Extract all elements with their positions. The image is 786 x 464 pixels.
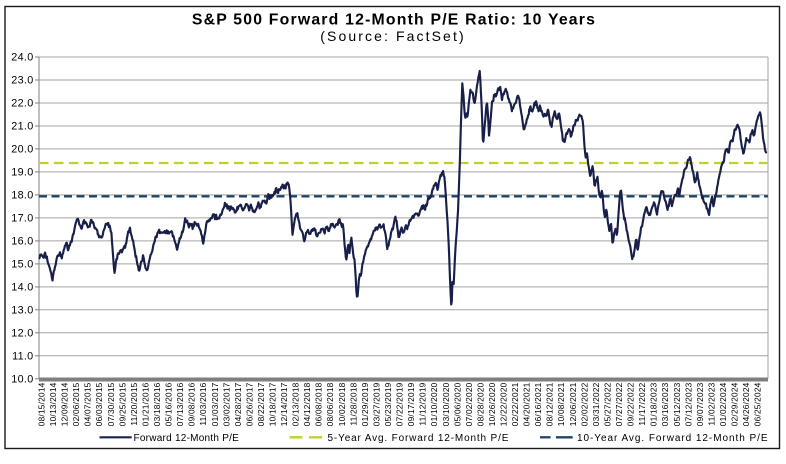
- svg-text:01/21/2016: 01/21/2016: [140, 382, 150, 426]
- svg-text:5-Year Avg. Forward 12-Month P: 5-Year Avg. Forward 12-Month P/E: [328, 433, 510, 444]
- svg-text:14.0: 14.0: [11, 282, 33, 294]
- svg-text:(Source: FactSet): (Source: FactSet): [320, 28, 465, 44]
- svg-text:06/26/2017: 06/26/2017: [244, 382, 254, 426]
- svg-text:02/06/2015: 02/06/2015: [71, 382, 81, 426]
- svg-text:03/18/2016: 03/18/2016: [152, 382, 162, 426]
- svg-text:24.0: 24.0: [11, 52, 33, 64]
- svg-text:10-Year Avg. Forward 12-Month: 10-Year Avg. Forward 12-Month P/E: [577, 433, 768, 444]
- svg-text:12/09/2014: 12/09/2014: [60, 382, 70, 426]
- svg-text:06/03/2015: 06/03/2015: [94, 382, 104, 426]
- svg-text:11/20/2015: 11/20/2015: [129, 382, 139, 425]
- svg-text:12/22/2020: 12/22/2020: [499, 382, 509, 426]
- svg-text:09/08/2016: 09/08/2016: [187, 382, 197, 426]
- svg-text:09/22/2022: 09/22/2022: [626, 382, 636, 426]
- svg-text:07/13/2016: 07/13/2016: [175, 382, 185, 426]
- svg-text:11/28/2018: 11/28/2018: [348, 382, 358, 425]
- svg-text:05/27/2022: 05/27/2022: [603, 382, 613, 426]
- svg-text:12/14/2017: 12/14/2017: [279, 382, 289, 426]
- svg-text:02/13/2018: 02/13/2018: [291, 382, 301, 426]
- svg-text:03/27/2019: 03/27/2019: [372, 382, 382, 426]
- svg-text:11/12/2019: 11/12/2019: [418, 382, 428, 425]
- svg-text:12.0: 12.0: [11, 327, 33, 339]
- svg-text:11.0: 11.0: [12, 350, 33, 362]
- svg-text:05/06/2020: 05/06/2020: [452, 382, 462, 426]
- svg-text:11/17/2022: 11/17/2022: [637, 382, 647, 425]
- svg-text:04/07/2015: 04/07/2015: [83, 382, 93, 426]
- svg-text:07/30/2015: 07/30/2015: [106, 382, 116, 426]
- svg-text:09/07/2023: 09/07/2023: [695, 382, 705, 426]
- svg-text:18.0: 18.0: [11, 190, 33, 202]
- svg-text:17.0: 17.0: [11, 213, 33, 225]
- svg-text:08/22/2017: 08/22/2017: [256, 382, 266, 426]
- svg-text:07/02/2020: 07/02/2020: [464, 382, 474, 426]
- svg-text:05/16/2016: 05/16/2016: [164, 382, 174, 426]
- svg-text:05/23/2019: 05/23/2019: [383, 382, 393, 426]
- svg-text:13.0: 13.0: [11, 304, 33, 316]
- svg-text:02/02/2022: 02/02/2022: [579, 382, 589, 426]
- svg-text:04/20/2021: 04/20/2021: [522, 382, 532, 426]
- svg-text:Forward 12-Month P/E: Forward 12-Month P/E: [134, 433, 240, 444]
- svg-text:02/22/2021: 02/22/2021: [510, 382, 520, 426]
- svg-text:11/03/2016: 11/03/2016: [198, 382, 208, 425]
- svg-text:22.0: 22.0: [11, 98, 33, 110]
- svg-text:23.0: 23.0: [11, 75, 33, 87]
- svg-text:07/27/2022: 07/27/2022: [614, 382, 624, 426]
- svg-text:09/25/2015: 09/25/2015: [117, 382, 127, 426]
- svg-text:20.0: 20.0: [11, 144, 33, 156]
- svg-text:01/18/2023: 01/18/2023: [649, 382, 659, 426]
- svg-text:08/15/2014: 08/15/2014: [37, 382, 47, 426]
- svg-text:07/22/2019: 07/22/2019: [395, 382, 405, 426]
- svg-text:09/17/2019: 09/17/2019: [406, 382, 416, 426]
- svg-text:07/12/2023: 07/12/2023: [683, 382, 693, 426]
- svg-text:16.0: 16.0: [11, 236, 33, 248]
- svg-text:19.0: 19.0: [11, 167, 33, 179]
- svg-text:10/13/2014: 10/13/2014: [48, 382, 58, 426]
- svg-text:08/28/2020: 08/28/2020: [475, 382, 485, 426]
- svg-text:10/18/2017: 10/18/2017: [268, 382, 278, 426]
- svg-text:03/10/2020: 03/10/2020: [441, 382, 451, 426]
- svg-text:02/29/2024: 02/29/2024: [730, 382, 740, 426]
- svg-text:03/16/2023: 03/16/2023: [660, 382, 670, 426]
- svg-text:04/28/2017: 04/28/2017: [233, 382, 243, 426]
- svg-text:06/25/2024: 06/25/2024: [753, 382, 763, 426]
- svg-text:01/10/2020: 01/10/2020: [429, 382, 439, 426]
- svg-text:03/02/2017: 03/02/2017: [221, 382, 231, 426]
- svg-text:04/26/2024: 04/26/2024: [741, 382, 751, 426]
- svg-text:06/16/2021: 06/16/2021: [533, 382, 543, 426]
- svg-text:21.0: 21.0: [11, 121, 33, 133]
- svg-text:10/08/2021: 10/08/2021: [556, 382, 566, 426]
- svg-text:03/31/2022: 03/31/2022: [591, 382, 601, 426]
- svg-text:10/26/2020: 10/26/2020: [487, 382, 497, 426]
- svg-text:15.0: 15.0: [11, 259, 33, 271]
- svg-text:10/02/2018: 10/02/2018: [337, 382, 347, 426]
- svg-text:10.0: 10.0: [11, 373, 33, 385]
- svg-text:01/29/2019: 01/29/2019: [360, 382, 370, 426]
- svg-text:08/06/2018: 08/06/2018: [325, 382, 335, 426]
- svg-text:S&P 500 Forward 12-Month P/E R: S&P 500 Forward 12-Month P/E Ratio: 10 Y…: [192, 11, 596, 28]
- svg-text:12/06/2021: 12/06/2021: [568, 382, 578, 426]
- svg-text:08/12/2021: 08/12/2021: [545, 382, 555, 426]
- svg-text:01/02/2024: 01/02/2024: [718, 382, 728, 426]
- svg-text:06/08/2018: 06/08/2018: [314, 382, 324, 426]
- svg-text:01/03/2017: 01/03/2017: [210, 382, 220, 426]
- svg-text:11/02/2023: 11/02/2023: [706, 382, 716, 425]
- svg-text:04/12/2018: 04/12/2018: [302, 382, 312, 426]
- svg-text:05/12/2023: 05/12/2023: [672, 382, 682, 426]
